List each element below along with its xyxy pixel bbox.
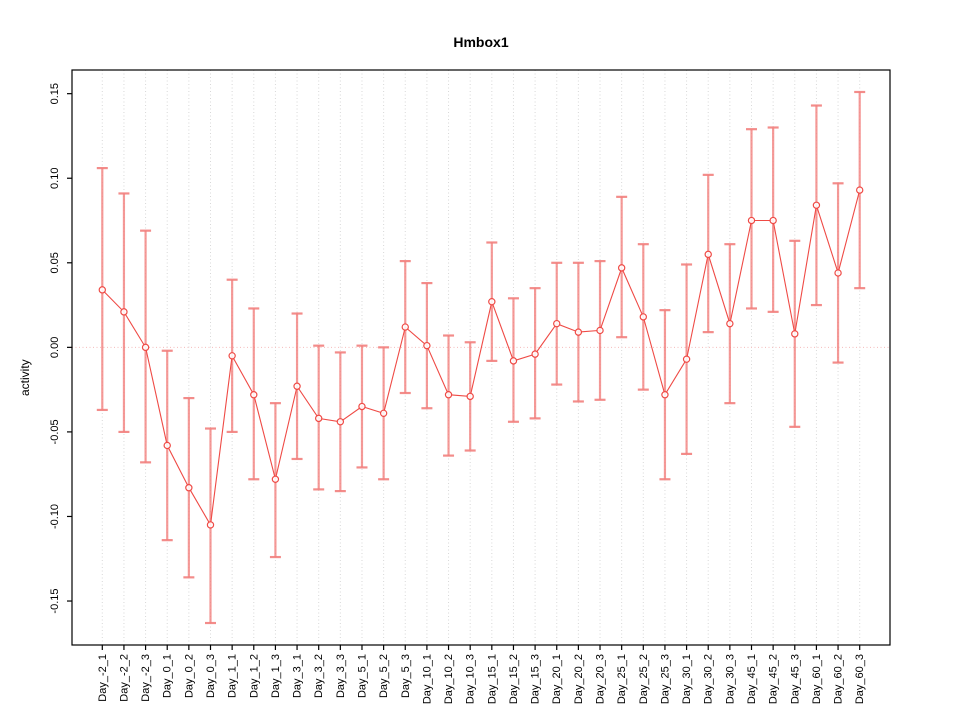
data-point-marker [185,484,193,492]
x-tick-label: Day_30_2 [703,654,715,704]
x-tick-label: Day_60_1 [811,654,823,704]
x-tick-label: Day_5_3 [400,654,412,698]
x-tick-label: Day_20_1 [551,654,563,704]
x-tick-label: Day_-2_3 [140,654,152,702]
data-point-marker [791,330,799,338]
data-point-marker [661,391,669,399]
x-tick-label: Day_3_3 [335,654,347,698]
x-tick-label: Day_0_3 [205,654,217,698]
data-point-marker [574,328,583,336]
data-point-marker [617,264,626,272]
x-tick-label: Day_45_3 [789,654,801,704]
data-point-marker [163,441,171,450]
data-point-marker [314,414,323,423]
series-line [101,189,861,527]
x-tick-label: Day_15_1 [486,654,498,704]
x-tick-label: Day_0_2 [183,654,195,698]
x-tick-label: Day_60_2 [833,654,845,704]
data-point-marker [682,355,691,363]
x-tick-label: Day_25_1 [616,654,628,704]
x-tick-label: Day_30_1 [681,654,693,704]
data-point-marker [553,319,561,328]
x-tick-label: Day_5_1 [356,654,368,698]
data-point-marker [98,286,106,294]
x-tick-label: Day_-2_1 [97,654,109,702]
x-tick-label: Day_45_1 [746,654,758,704]
chart-title: Hmbox1 [453,34,509,50]
data-point-marker [423,341,431,350]
x-tick-label: Day_3_2 [313,654,325,698]
x-tick-label: Day_10_2 [443,654,455,704]
y-tick-label: -0.05 [49,419,61,444]
data-point-marker [120,308,128,316]
plot-box [71,69,891,646]
y-tick-label: 0.10 [49,168,61,189]
data-point-marker [509,357,518,365]
x-tick-label: Day_-2_2 [118,654,130,702]
x-tick-label: Day_1_3 [270,654,282,698]
x-tick-label: Day_30_3 [724,654,736,704]
x-tick-label: Day_10_3 [465,654,477,704]
data-point-marker [379,409,388,418]
y-tick-label: -0.10 [49,504,61,529]
data-point-marker [856,186,864,194]
data-point-marker [358,402,366,411]
x-tick-label: Day_20_3 [595,654,607,704]
data-point-marker [336,418,345,426]
x-tick-label: Day_15_2 [508,654,520,704]
y-tick-label: -0.15 [49,588,61,613]
data-point-marker [747,216,756,225]
data-point-marker [444,391,453,399]
data-point-marker [639,313,648,321]
x-tick-label: Day_1_1 [227,654,239,698]
data-point-marker [401,323,409,331]
x-tick-label: Day_45_2 [768,654,780,704]
data-point-marker [596,326,604,335]
data-point-marker [271,475,280,483]
x-tick-label: Day_25_2 [638,654,650,704]
data-point-marker [141,343,150,352]
y-axis-label: activity [18,359,32,396]
x-tick-label: Day_1_2 [248,654,260,698]
data-point-marker [834,269,842,277]
data-point-marker [250,391,258,399]
x-tick-label: Day_15_3 [530,654,542,704]
data-point-marker [466,392,474,401]
data-point-marker [769,216,777,225]
y-tick-label: 0.00 [49,337,61,358]
data-point-marker [206,521,215,529]
data-point-marker [293,382,301,390]
x-tick-label: Day_3_1 [292,654,304,698]
y-tick-label: 0.15 [49,83,61,104]
data-point-marker [726,319,734,328]
x-tick-label: Day_25_3 [659,654,671,704]
x-tick-label: Day_0_1 [162,654,174,698]
data-point-marker [812,201,821,209]
data-point-marker [228,352,236,360]
x-tick-label: Day_60_3 [854,654,866,704]
data-point-marker [704,250,712,259]
data-point-marker [488,297,496,306]
x-tick-label: Day_5_2 [378,654,390,698]
x-tick-label: Day_10_1 [421,654,433,704]
data-point-marker [531,350,539,358]
x-tick-label: Day_20_2 [573,654,585,704]
y-tick-label: 0.05 [49,252,61,273]
